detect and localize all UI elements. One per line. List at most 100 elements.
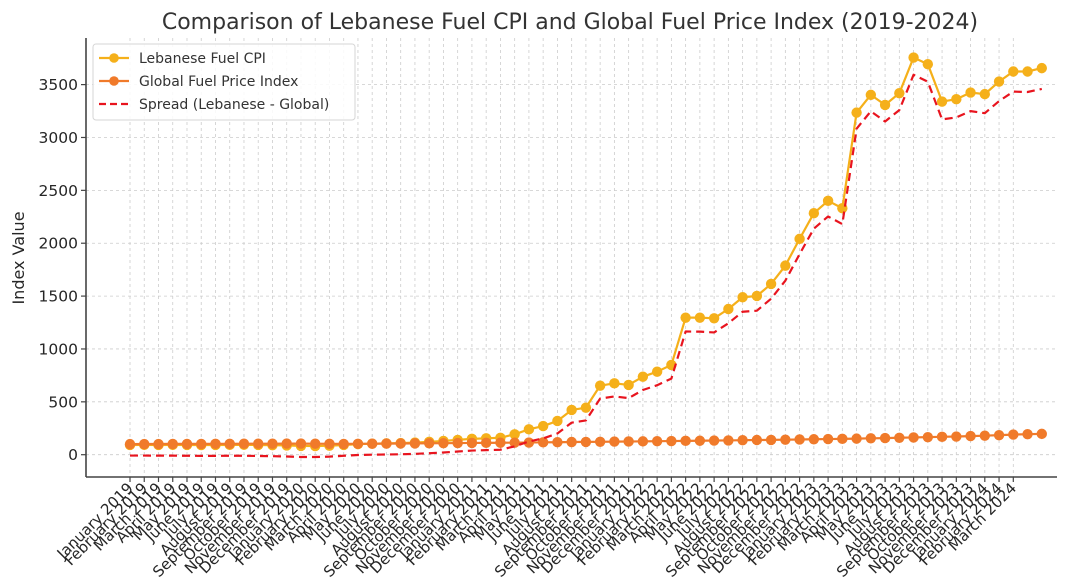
lebanese-fuel-cpi-point <box>780 260 791 271</box>
lebanese-fuel-cpi-point <box>851 107 862 118</box>
lebanese-fuel-cpi-point <box>794 233 805 245</box>
global-fuel-price-index-point <box>708 435 720 446</box>
global-fuel-price-index-point <box>381 438 392 449</box>
global-fuel-price-index-point <box>324 438 335 450</box>
y-tick-label: 3000 <box>39 129 78 147</box>
global-fuel-price-index-point <box>238 438 250 449</box>
y-axis-label: Index Value <box>9 211 28 304</box>
lebanese-fuel-cpi-point <box>1008 66 1019 77</box>
global-fuel-price-index-point <box>751 434 763 446</box>
global-fuel-price-index-point <box>951 431 962 442</box>
global-fuel-price-index-point <box>837 433 848 445</box>
global-fuel-price-index-point <box>395 438 406 449</box>
lebanese-fuel-cpi-point <box>566 404 577 416</box>
global-fuel-price-index-point <box>210 438 221 450</box>
global-fuel-price-index-point <box>509 437 520 448</box>
lebanese-fuel-cpi-point <box>680 312 691 323</box>
global-fuel-price-index-point <box>124 438 136 450</box>
legend-item: Lebanese Fuel CPI <box>99 51 266 67</box>
global-fuel-price-index-point <box>224 438 235 450</box>
global-fuel-price-index-point <box>167 438 178 450</box>
lebanese-fuel-cpi-point <box>651 366 663 377</box>
spread-line <box>130 73 1043 459</box>
global-fuel-price-index-point <box>594 436 606 447</box>
global-fuel-price-index-point <box>737 435 748 446</box>
global-fuel-price-index-point <box>366 438 378 449</box>
chart-title: Comparison of Lebanese Fuel CPI and Glob… <box>162 10 978 35</box>
legend-item: Spread (Lebanese - Global) <box>99 97 329 113</box>
global-fuel-price-index-point <box>723 435 734 446</box>
global-fuel-price-index-point <box>423 438 435 449</box>
global-fuel-price-index-point <box>452 437 463 449</box>
global-fuel-price-index-point <box>580 436 592 448</box>
legend-swatch-marker <box>109 76 119 86</box>
lebanese-fuel-cpi-point <box>523 424 535 435</box>
global-fuel-price-index-point <box>480 437 492 449</box>
global-fuel-price-index-point <box>609 436 620 447</box>
global-fuel-price-index-point <box>936 431 948 443</box>
global-fuel-price-index-point <box>694 435 706 446</box>
lebanese-fuel-cpi-point <box>993 76 1005 87</box>
legend-label: Global Fuel Price Index <box>139 74 298 90</box>
lebanese-fuel-cpi-point <box>751 290 763 302</box>
lebanese-fuel-cpi-point <box>509 429 520 440</box>
spread-series <box>130 73 1043 459</box>
y-tick-label: 1000 <box>39 340 78 358</box>
legend-label: Spread (Lebanese - Global) <box>139 97 329 113</box>
global-fuel-price-index-point <box>794 434 805 445</box>
global-fuel-price-index-point <box>153 438 164 450</box>
lebanese-fuel-cpi-point <box>537 420 549 432</box>
global-fuel-price-index-point <box>495 437 506 448</box>
global-fuel-price-index-point <box>295 438 307 449</box>
global-fuel-price-index-point <box>979 430 991 441</box>
lebanese-fuel-cpi-point <box>951 94 962 105</box>
lebanese-fuel-cpi-point <box>936 96 948 107</box>
global-fuel-price-index-point <box>879 432 891 444</box>
lebanese-fuel-cpi-point <box>623 379 634 391</box>
global-fuel-price-index-point <box>851 433 862 444</box>
global-fuel-price-index-point <box>253 438 264 449</box>
global-fuel-price-index-point <box>466 437 478 449</box>
lebanese-fuel-cpi-point <box>1036 62 1047 74</box>
global-fuel-price-index-point <box>965 430 976 442</box>
global-fuel-price-index-point <box>993 429 1005 441</box>
lebanese-fuel-cpi-point <box>1022 66 1033 77</box>
global-fuel-price-index-point <box>765 434 777 446</box>
global-fuel-price-index-point <box>637 436 649 447</box>
global-fuel-price-index-point <box>623 436 634 447</box>
global-fuel-price-index-point <box>865 433 877 444</box>
lebanese-fuel-cpi-point <box>822 195 834 207</box>
global-fuel-price-index-point <box>680 435 691 447</box>
legend-swatch-marker <box>109 53 119 63</box>
global-fuel-price-index-point <box>181 438 193 450</box>
global-fuel-price-index-point <box>552 437 563 448</box>
global-fuel-price-index-point <box>566 436 577 448</box>
global-fuel-price-index-point <box>1008 429 1019 440</box>
y-tick-label: 3500 <box>39 76 78 94</box>
global-fuel-price-index-point <box>310 438 321 449</box>
global-fuel-price-index-point <box>438 437 449 449</box>
lebanese-fuel-cpi-point <box>708 313 720 324</box>
y-tick-label: 1500 <box>39 288 78 306</box>
lebanese-fuel-cpi-point <box>922 59 934 70</box>
lebanese-fuel-cpi-point <box>979 88 991 100</box>
global-fuel-price-index-point <box>1022 428 1033 440</box>
y-tick-label: 0 <box>68 446 78 464</box>
global-fuel-price-index-point <box>1036 428 1047 440</box>
global-fuel-price-index-point <box>281 438 292 449</box>
lebanese-fuel-cpi-point <box>694 312 706 323</box>
lebanese-fuel-cpi-point <box>637 371 649 382</box>
global-fuel-price-index-point <box>894 432 905 443</box>
lebanese-fuel-cpi-point <box>737 292 748 303</box>
lebanese-fuel-cpi-point <box>865 89 877 101</box>
lebanese-fuel-cpi-point <box>609 378 620 389</box>
global-fuel-price-index-point <box>409 438 421 449</box>
y-axis: 0 500 1000 1500 2000 2500 3000 3500 <box>39 38 87 477</box>
global-fuel-price-index-point <box>352 438 364 450</box>
global-fuel-price-index-series <box>124 428 1047 450</box>
y-tick-label: 2500 <box>39 182 78 200</box>
global-fuel-price-index-point <box>780 434 791 445</box>
